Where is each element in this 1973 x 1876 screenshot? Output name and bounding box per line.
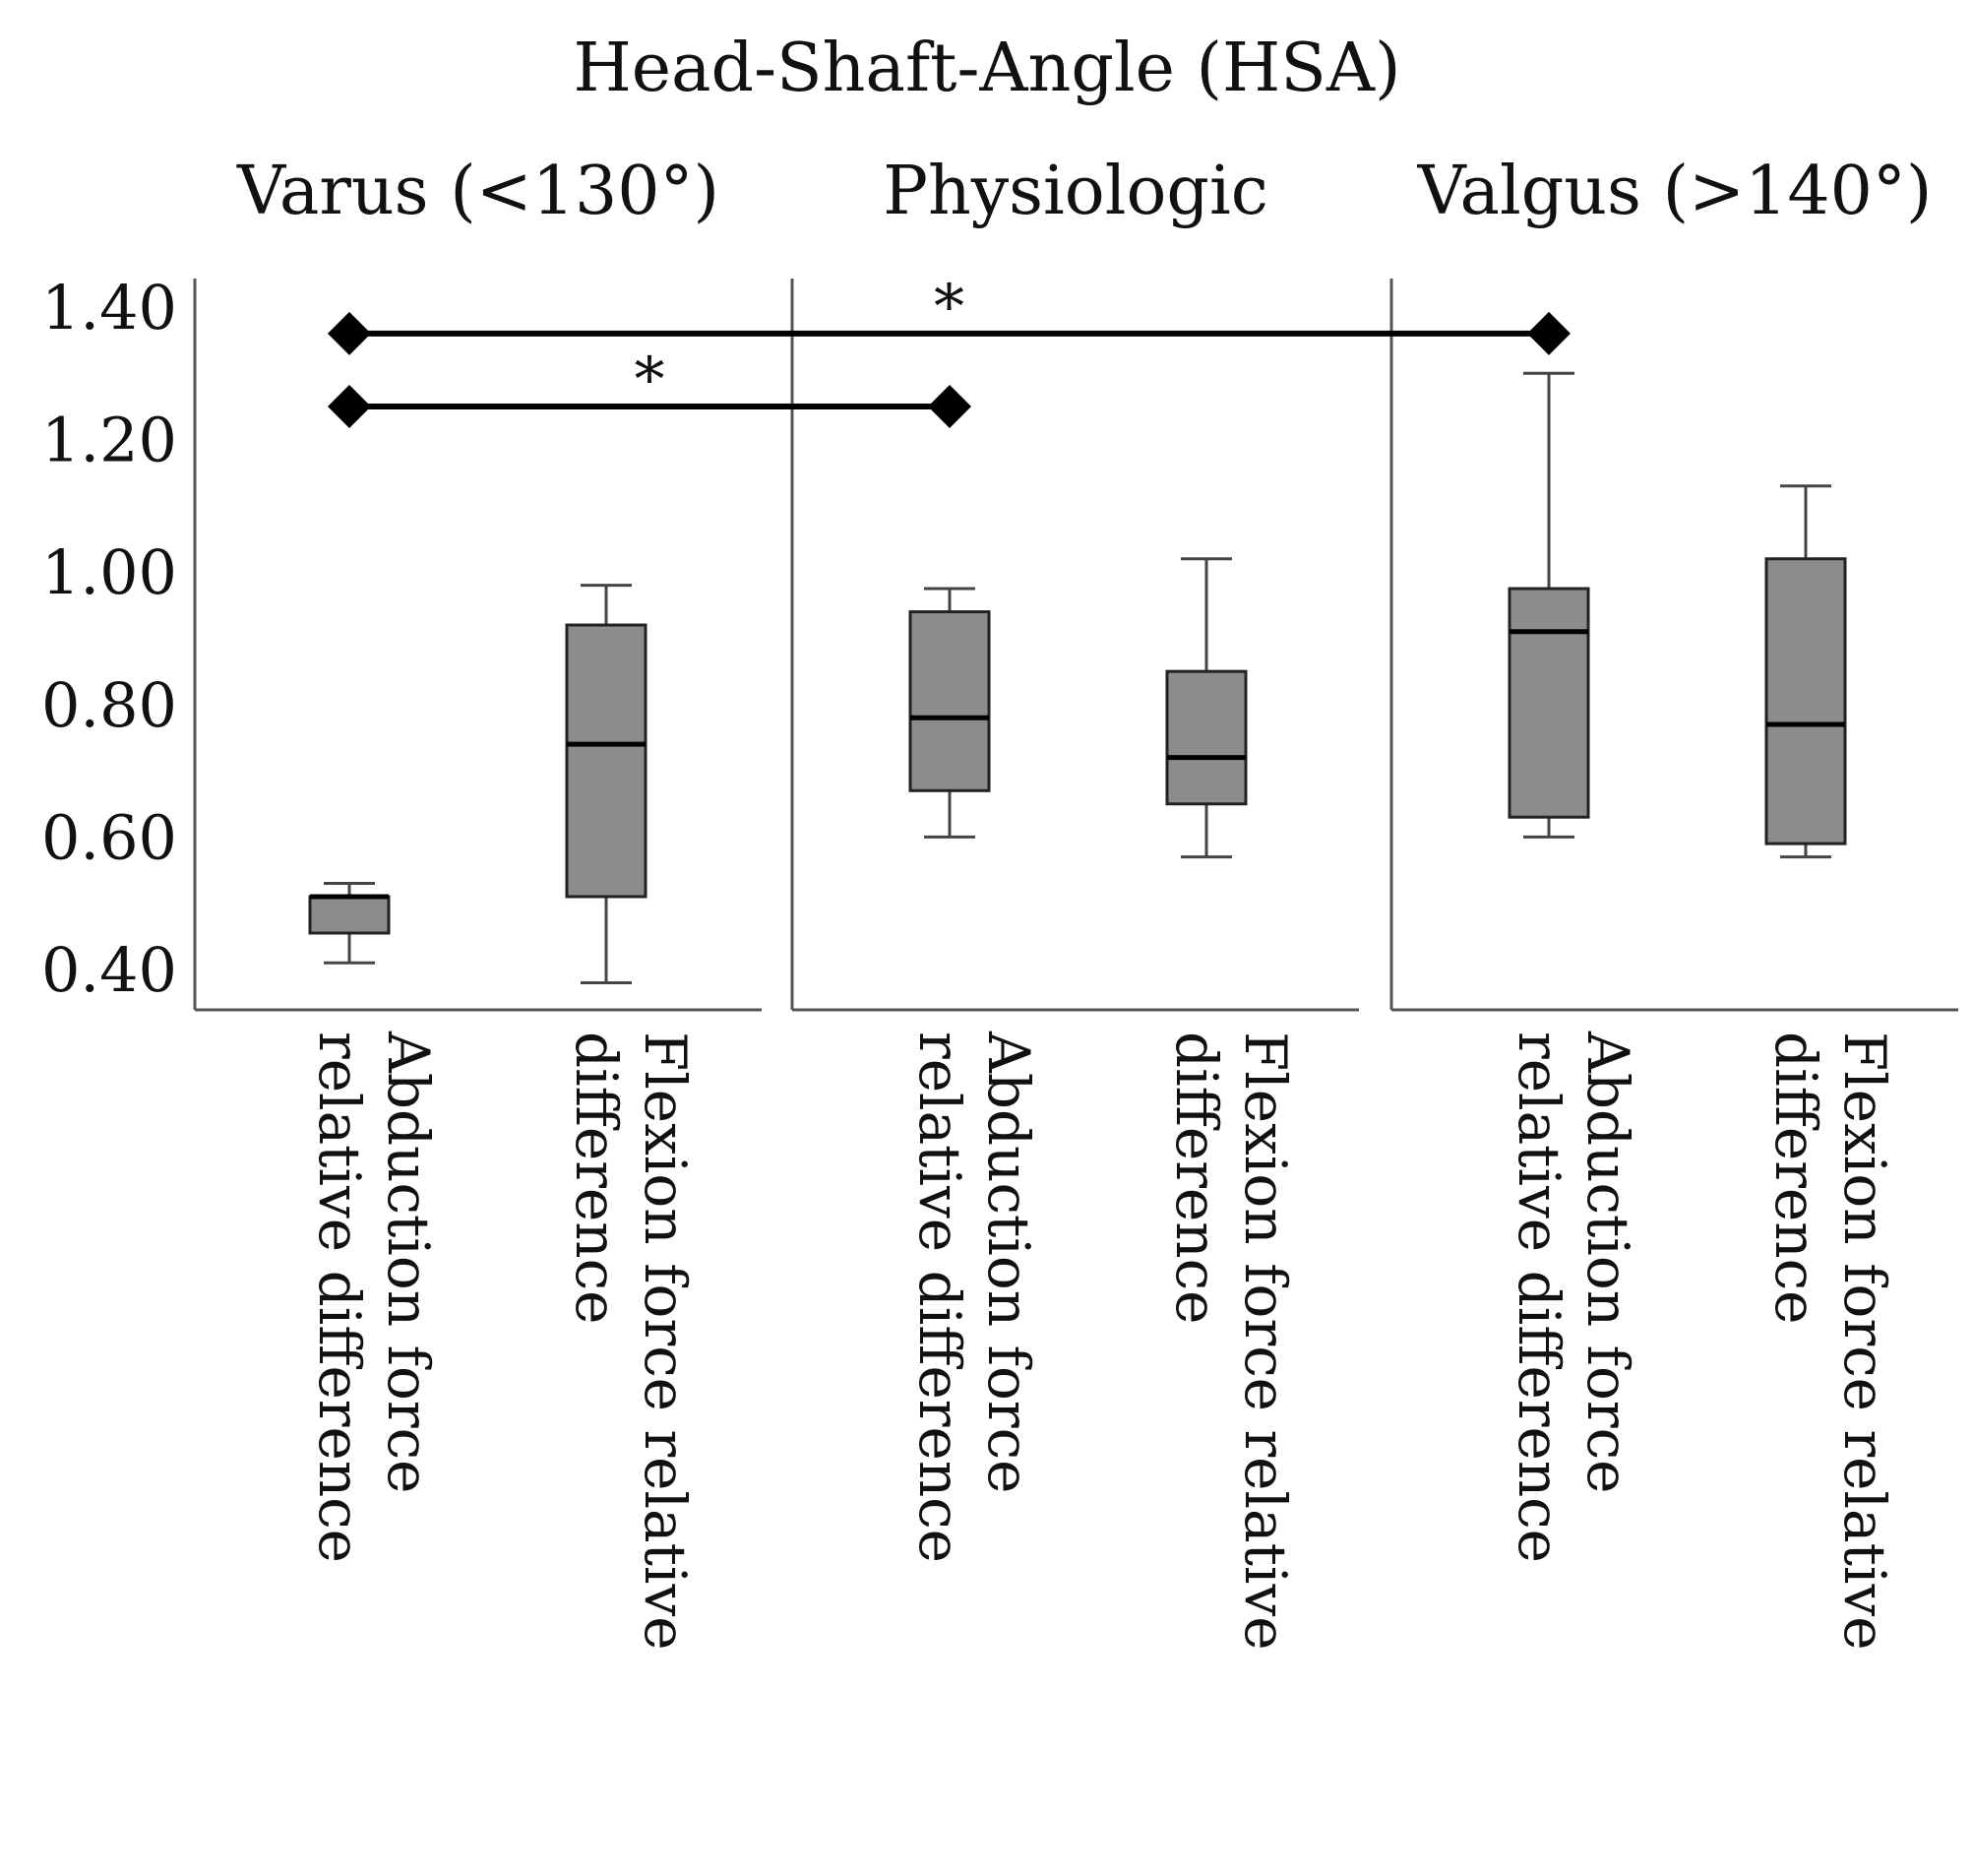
category-label-line: relative difference [306,1032,373,1563]
significance-brackets: ** [328,271,1571,428]
significance-star: * [934,271,964,343]
category-label-line: relative difference [1506,1032,1572,1563]
category-label-line: Abduction force [975,1031,1042,1493]
box-plot [1508,371,1590,839]
bracket-diamond-end [928,384,971,428]
box-plot [1764,484,1847,859]
iqr-box [908,610,991,792]
panel-title: Valgus (>140°) [1417,153,1933,230]
y-tick-label: 0.80 [41,669,177,741]
iqr-box [1764,557,1847,845]
category-label-line: Abduction force [1574,1031,1641,1493]
category-label-line: Abduction force [375,1031,442,1493]
box-series [308,371,1847,984]
y-tick-label: 1.20 [41,405,177,476]
iqr-box [565,623,647,899]
panel-axes [193,279,1958,1012]
category-label-line: Flexion force relative [632,1032,699,1651]
category-label-line: difference [563,1032,630,1324]
bracket-diamond-end [1527,311,1571,355]
iqr-box [308,895,391,935]
panel-title: Physiologic [883,153,1268,230]
significance-bracket: * [328,344,971,428]
chart-title: Head-Shaft-Angle (HSA) [573,30,1400,107]
panel-titles: Varus (<130°) Physiologic Valgus (>140°) [236,153,1932,230]
bracket-diamond-start [328,311,371,355]
box-plot [565,584,647,984]
bracket-diamond-start [328,384,371,428]
panel-title: Varus (<130°) [236,153,719,230]
box-plot [1165,557,1248,859]
significance-star: * [635,344,665,415]
y-axis: 0.40 0.60 0.80 1.00 1.20 1.40 [41,272,177,1006]
y-tick-label: 1.00 [41,536,177,608]
box-plot [908,587,991,839]
iqr-box [1508,587,1590,819]
category-label-line: Flexion force relative [1831,1032,1898,1651]
y-tick-label: 0.40 [41,934,177,1006]
y-tick-label: 1.40 [41,272,177,344]
category-label-line: relative difference [906,1032,973,1563]
category-label-line: Flexion force relative [1232,1032,1299,1651]
box-plot [308,882,391,965]
y-tick-label: 0.60 [41,801,177,873]
iqr-box [1165,669,1248,806]
category-label-line: difference [1762,1032,1829,1324]
category-label-line: difference [1163,1032,1230,1324]
significance-bracket: * [328,271,1571,355]
